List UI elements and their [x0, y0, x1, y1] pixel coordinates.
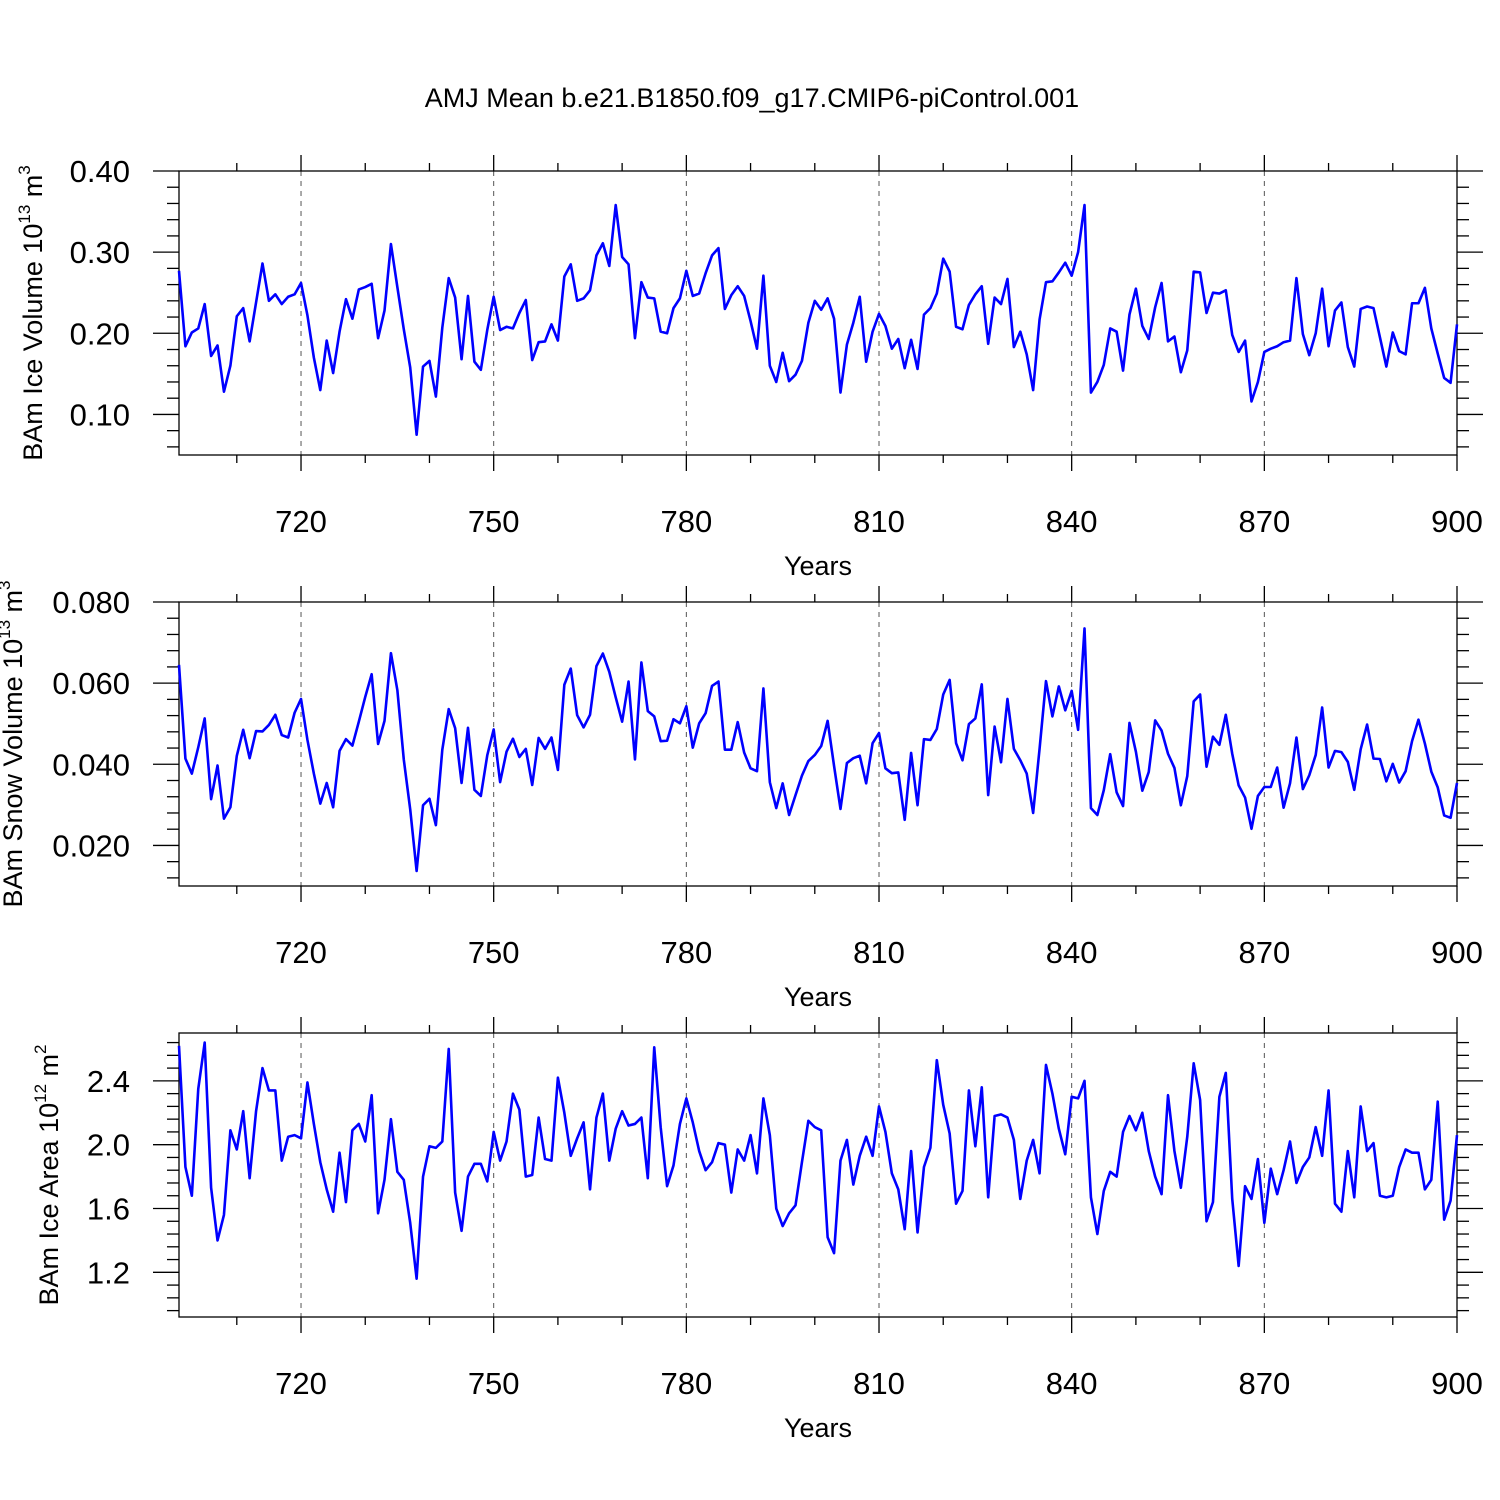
- x-tick-label: 900: [1431, 504, 1483, 539]
- x-axis-title: Years: [784, 982, 852, 1012]
- y-tick-label: 2.0: [87, 1128, 130, 1163]
- x-tick-label: 840: [1046, 1366, 1098, 1401]
- y-axis-title-unit: m: [34, 1054, 64, 1084]
- y-tick-label: 1.6: [87, 1192, 130, 1227]
- panel-3: 720 750 780 810 840 870 900 1.2 1.6 2.0 2.4 Years BA…: [31, 1017, 1483, 1443]
- y-axis-title: BAm Ice Area 1012 m2: [31, 1045, 64, 1306]
- y-tick-label: 0.10: [70, 397, 130, 432]
- panel-2: 720 750 780 810 840 870 900 0.020 0.040 0.060 0.08…: [0, 580, 1483, 1012]
- y-tick-label: 1.2: [87, 1255, 130, 1290]
- x-tick-label: 900: [1431, 935, 1483, 970]
- plot-frame: [178, 170, 1458, 456]
- x-tick-label: 750: [468, 1366, 520, 1401]
- y-axis-title-unit-exponent: 3: [15, 165, 34, 174]
- y-tick-label: 0.040: [52, 747, 130, 782]
- y-axis-title-exponent: 13: [0, 620, 14, 639]
- y-axis-title-unit-exponent: 2: [31, 1045, 50, 1054]
- y-axis-title: BAm Snow Volume 1013 m3: [0, 580, 28, 907]
- x-tick-label: 810: [853, 935, 905, 970]
- y-tick-label: 0.40: [70, 154, 130, 189]
- plot-frame: [178, 601, 1458, 887]
- x-tick-label: 780: [660, 935, 712, 970]
- x-tick-label: 750: [468, 504, 520, 539]
- x-tick-label: 720: [275, 504, 327, 539]
- x-tick-label: 810: [853, 1366, 905, 1401]
- x-tick-label: 870: [1238, 504, 1290, 539]
- y-axis-title-text: BAm Ice Volume 10: [18, 224, 48, 461]
- x-tick-label: 720: [275, 935, 327, 970]
- x-tick-label: 900: [1431, 1366, 1483, 1401]
- plot-frame: [178, 1032, 1458, 1318]
- y-axis-title-text: BAm Ice Area 10: [34, 1103, 64, 1306]
- y-tick-label: 0.20: [70, 316, 130, 351]
- y-axis-title: BAm Ice Volume 1013 m3: [15, 165, 48, 461]
- y-tick-label: 0.060: [52, 666, 130, 701]
- y-axis-title-exponent: 12: [31, 1084, 50, 1103]
- x-tick-label: 870: [1238, 935, 1290, 970]
- series-line: [177, 203, 1459, 437]
- x-tick-label: 840: [1046, 935, 1098, 970]
- series-line: [177, 627, 1459, 873]
- y-axis-title-unit: m: [18, 175, 48, 205]
- x-tick-label: 840: [1046, 504, 1098, 539]
- chart-title: AMJ Mean b.e21.B1850.f09_g17.CMIP6-piCon…: [425, 83, 1079, 113]
- y-tick-label: 2.4: [87, 1064, 130, 1099]
- y-tick-label: 0.020: [52, 828, 130, 863]
- y-tick-label: 0.30: [70, 235, 130, 270]
- y-axis-title-unit-exponent: 3: [0, 580, 14, 589]
- panel-1: 720 750 780 810 840 870 900 0.10 0.20 0.30 0.40 Yea…: [15, 154, 1483, 581]
- x-axis-title: Years: [784, 551, 852, 581]
- x-tick-label: 780: [660, 504, 712, 539]
- x-tick-label: 810: [853, 504, 905, 539]
- y-axis-title-unit: m: [0, 590, 28, 620]
- y-axis-title-exponent: 13: [15, 205, 34, 224]
- x-tick-label: 750: [468, 935, 520, 970]
- series-line: [177, 1041, 1459, 1281]
- x-tick-label: 780: [660, 1366, 712, 1401]
- y-tick-label: 0.080: [52, 585, 130, 620]
- x-tick-label: 720: [275, 1366, 327, 1401]
- y-axis-title-text: BAm Snow Volume 10: [0, 639, 28, 908]
- x-axis-title: Years: [784, 1413, 852, 1443]
- x-tick-label: 870: [1238, 1366, 1290, 1401]
- panels: 720 750 780 810 840 870 900 0.10 0.20 0.30 0.40 Yea…: [0, 154, 1483, 1443]
